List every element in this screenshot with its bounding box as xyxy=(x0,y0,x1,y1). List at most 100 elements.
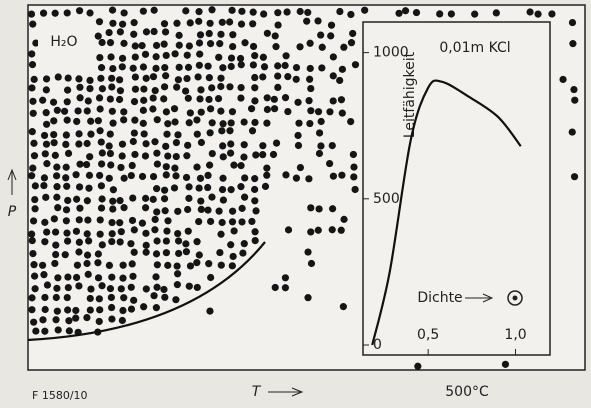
molecule xyxy=(182,248,191,256)
molecule xyxy=(162,249,171,257)
molecule xyxy=(259,151,267,159)
molecule xyxy=(161,207,169,215)
molecule xyxy=(263,171,271,179)
molecule xyxy=(215,207,223,215)
molecule xyxy=(106,130,114,138)
molecule xyxy=(108,74,116,82)
molecule xyxy=(53,193,61,201)
molecule xyxy=(195,217,203,226)
molecule xyxy=(118,54,127,62)
molecule xyxy=(272,139,281,147)
molecule xyxy=(351,185,359,194)
molecule xyxy=(263,105,272,114)
molecule xyxy=(328,205,337,213)
molecule xyxy=(329,172,338,180)
molecule xyxy=(274,72,282,80)
molecule xyxy=(116,76,124,84)
molecule xyxy=(240,118,248,126)
molecule xyxy=(306,39,314,47)
molecule xyxy=(30,272,39,280)
molecule xyxy=(501,360,510,368)
molecule xyxy=(62,140,70,149)
molecule xyxy=(240,153,248,161)
molecule xyxy=(75,183,84,191)
molecule xyxy=(206,105,215,113)
molecule xyxy=(87,285,95,293)
molecule xyxy=(109,64,117,73)
molecule xyxy=(271,32,279,40)
molecule xyxy=(97,138,105,146)
molecule xyxy=(105,174,113,182)
molecule xyxy=(107,293,115,302)
molecule xyxy=(153,237,161,245)
molecule xyxy=(185,183,193,191)
molecule xyxy=(307,259,316,268)
molecule xyxy=(76,94,84,102)
molecule xyxy=(30,152,39,160)
y-tick-label: 0 xyxy=(373,337,382,353)
molecule xyxy=(295,119,303,127)
molecule xyxy=(193,238,201,246)
molecule xyxy=(569,40,577,48)
molecule xyxy=(252,151,260,159)
molecule xyxy=(314,108,323,116)
molecule xyxy=(116,28,124,36)
molecule xyxy=(226,83,234,91)
molecule xyxy=(193,259,201,267)
molecule xyxy=(39,96,47,104)
molecule xyxy=(85,184,93,192)
molecule xyxy=(96,171,104,180)
molecule xyxy=(128,161,136,170)
molecule xyxy=(131,150,139,159)
molecule xyxy=(97,64,106,72)
molecule xyxy=(164,217,172,225)
molecule xyxy=(153,261,161,269)
molecule xyxy=(471,10,479,18)
molecule xyxy=(230,161,238,169)
molecule xyxy=(307,84,315,93)
molecule xyxy=(54,326,62,334)
molecule xyxy=(51,9,59,17)
molecule xyxy=(283,8,291,16)
molecule xyxy=(261,182,270,190)
molecule xyxy=(215,53,223,61)
molecule xyxy=(51,151,59,159)
molecule xyxy=(263,29,271,37)
molecule xyxy=(292,63,301,72)
molecule xyxy=(237,183,245,191)
molecule xyxy=(204,171,212,180)
molecule xyxy=(119,306,127,315)
arrow xyxy=(7,168,17,195)
molecule xyxy=(108,230,116,238)
molecule xyxy=(274,62,282,70)
molecule xyxy=(30,139,38,147)
molecule xyxy=(227,241,235,249)
molecule xyxy=(142,241,150,249)
molecule xyxy=(206,19,214,27)
molecule xyxy=(284,107,292,116)
molecule xyxy=(259,142,267,150)
molecule xyxy=(227,62,235,71)
molecule xyxy=(152,41,161,50)
molecule xyxy=(227,54,236,62)
molecule xyxy=(29,97,37,105)
molecule xyxy=(205,29,213,38)
molecule xyxy=(318,43,326,51)
molecule xyxy=(162,108,170,116)
molecule xyxy=(162,237,170,245)
molecule xyxy=(173,19,181,27)
molecule xyxy=(28,294,36,302)
molecule xyxy=(251,73,259,82)
molecule xyxy=(208,149,216,158)
molecule xyxy=(229,31,237,39)
molecule xyxy=(195,8,203,16)
molecule xyxy=(162,51,170,60)
molecule xyxy=(193,283,201,292)
molecule xyxy=(153,185,161,193)
molecule xyxy=(206,40,215,48)
molecule xyxy=(218,127,226,135)
molecule xyxy=(97,182,106,190)
molecule xyxy=(249,42,258,51)
molecule xyxy=(73,195,81,203)
x-tick-label: 0,5 xyxy=(417,327,439,343)
